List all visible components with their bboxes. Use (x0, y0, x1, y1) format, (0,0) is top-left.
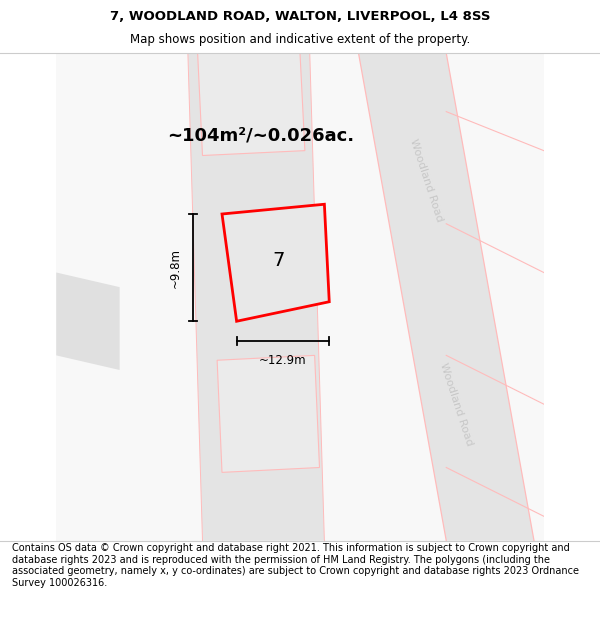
Text: Woodland Road: Woodland Road (438, 361, 474, 447)
Text: ~12.9m: ~12.9m (259, 354, 307, 367)
Text: 7: 7 (272, 251, 284, 270)
Polygon shape (188, 53, 325, 541)
Polygon shape (359, 53, 534, 541)
Text: Woodland Road: Woodland Road (409, 137, 445, 222)
Polygon shape (56, 272, 119, 370)
Text: ~104m²/~0.026ac.: ~104m²/~0.026ac. (167, 127, 355, 145)
Text: 7, WOODLAND ROAD, WALTON, LIVERPOOL, L4 8SS: 7, WOODLAND ROAD, WALTON, LIVERPOOL, L4 … (110, 11, 490, 24)
Polygon shape (197, 53, 305, 156)
Text: Map shows position and indicative extent of the property.: Map shows position and indicative extent… (130, 33, 470, 46)
Text: Contains OS data © Crown copyright and database right 2021. This information is : Contains OS data © Crown copyright and d… (12, 543, 579, 588)
Text: ~9.8m: ~9.8m (169, 248, 182, 288)
Polygon shape (222, 204, 329, 321)
Polygon shape (56, 53, 544, 541)
Polygon shape (217, 356, 320, 472)
